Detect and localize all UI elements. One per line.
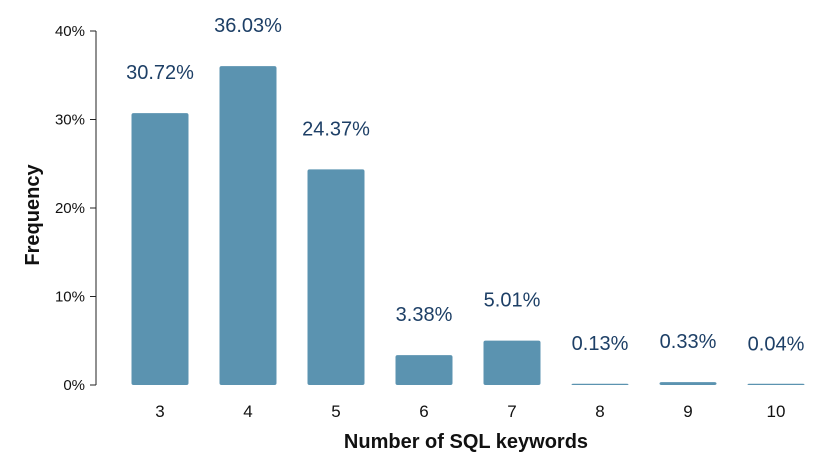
x-tick-label-9: 9 (683, 402, 692, 421)
x-tick-label-4: 4 (243, 402, 252, 421)
x-tick-label-10: 10 (767, 402, 786, 421)
y-tick-label: 30% (55, 112, 85, 129)
y-axis-title: Frequency (22, 164, 44, 266)
x-ticks: 3 4 5 6 7 8 9 10 (155, 402, 785, 421)
y-tick-label: 40% (55, 23, 85, 40)
y-ticks: 0% 10% 20% 30% 40% (55, 23, 96, 394)
x-tick-label-8: 8 (595, 402, 604, 421)
x-axis-title: Number of SQL keywords (344, 431, 588, 453)
y-tick-label: 10% (55, 289, 85, 306)
data-label-8: 0.13% (572, 333, 629, 355)
data-label-9: 0.33% (660, 331, 717, 353)
y-tick-label: 20% (55, 200, 85, 217)
bar-4 (219, 66, 277, 386)
x-tick-label-7: 7 (507, 402, 516, 421)
bar-6 (395, 355, 453, 385)
data-label-5: 24.37% (302, 118, 370, 140)
x-tick-label-6: 6 (419, 402, 428, 421)
x-tick-label-3: 3 (155, 402, 164, 421)
data-label-3: 30.72% (126, 62, 194, 84)
data-label-10: 0.04% (748, 334, 805, 356)
x-tick-label-5: 5 (331, 402, 340, 421)
bar-10 (747, 383, 805, 385)
bar-7 (483, 340, 541, 385)
data-label-6: 3.38% (396, 304, 453, 326)
bar-9 (659, 382, 717, 385)
data-label-4: 36.03% (214, 15, 282, 37)
bar-8 (571, 383, 629, 385)
data-label-7: 5.01% (484, 290, 541, 312)
bar-5 (307, 169, 365, 385)
data-labels: 30.72% 36.03% 24.37% 3.38% 5.01% 0.13% 0.33% 0.… (126, 15, 804, 356)
bar-3 (131, 113, 189, 386)
y-tick-label: 0% (63, 377, 85, 394)
bars (131, 66, 805, 386)
